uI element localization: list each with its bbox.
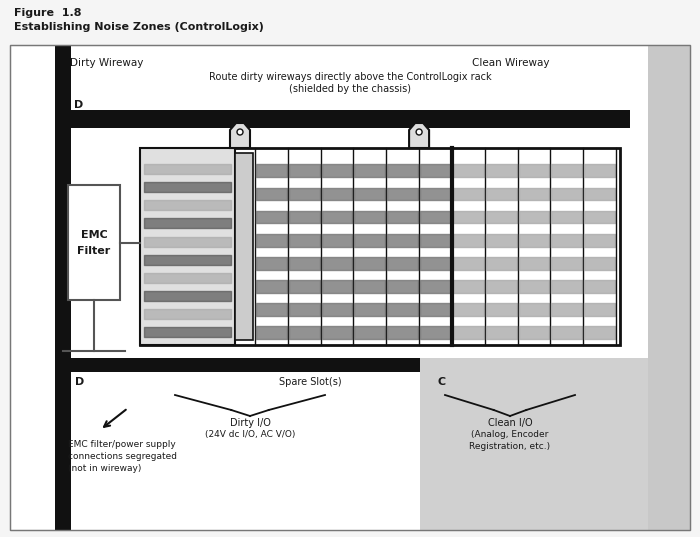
Bar [55,110,630,128]
Text: C: C [438,377,446,387]
Text: Clean Wireway: Clean Wireway [473,58,550,68]
Bar [235,153,253,340]
Bar [648,45,690,530]
Text: D: D [74,100,83,110]
Circle shape [237,129,243,135]
Bar [420,358,648,372]
Text: Filter: Filter [78,245,111,256]
Text: Figure  1.8: Figure 1.8 [14,8,81,18]
Text: EMC: EMC [80,229,107,240]
Polygon shape [409,123,429,148]
Text: (not in wireway): (not in wireway) [68,464,141,473]
Text: Establishing Noise Zones (ControlLogix): Establishing Noise Zones (ControlLogix) [14,22,264,32]
Text: Spare Slot(s): Spare Slot(s) [279,377,342,387]
Bar [68,185,120,300]
Text: Route dirty wireways directly above the ControlLogix rack: Route dirty wireways directly above the … [209,72,491,82]
Bar [55,358,420,372]
Text: D: D [75,377,84,387]
Bar [140,148,235,345]
Text: Dirty I/O: Dirty I/O [230,418,270,428]
Text: (24V dc I/O, AC V/O): (24V dc I/O, AC V/O) [205,430,295,439]
Bar [140,148,620,345]
Text: Clean I/O: Clean I/O [488,418,532,428]
Text: (shielded by the chassis): (shielded by the chassis) [289,84,411,94]
Polygon shape [230,123,250,148]
Text: EMC filter/power supply: EMC filter/power supply [68,440,176,449]
Bar [55,45,71,530]
Circle shape [416,129,422,135]
Bar [55,372,420,530]
Text: (Analog, Encoder: (Analog, Encoder [471,430,549,439]
Text: connections segregated: connections segregated [68,452,177,461]
Text: Dirty Wireway: Dirty Wireway [70,58,144,68]
Text: Registration, etc.): Registration, etc.) [470,442,551,451]
Bar [420,372,648,530]
